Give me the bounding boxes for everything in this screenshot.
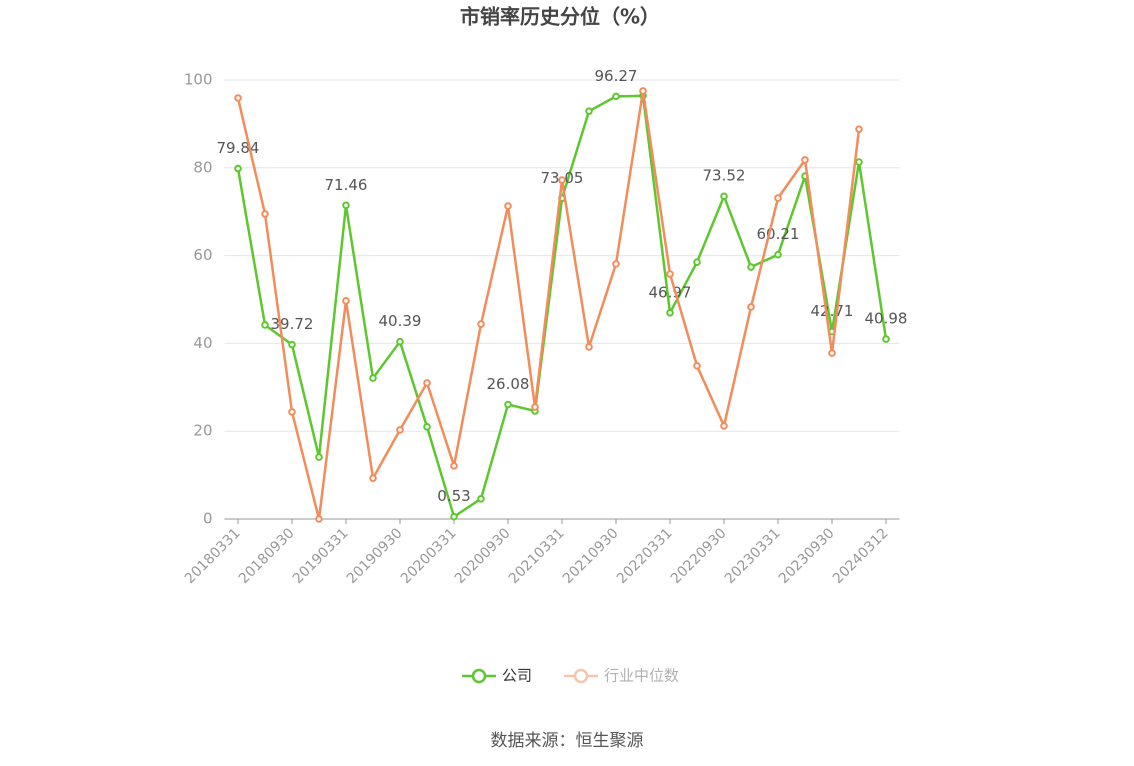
y-tick-label: 0 (203, 510, 213, 528)
x-tick-label: 20180331 (182, 525, 244, 587)
data-label: 96.27 (595, 67, 638, 85)
point (423, 423, 431, 431)
x-tick-label: 20210930 (560, 525, 622, 587)
x-tick-label: 20210331 (506, 525, 568, 587)
point (801, 156, 809, 164)
data-label: 0.53 (437, 487, 470, 505)
point (342, 297, 350, 305)
point (639, 87, 647, 95)
point (315, 515, 323, 523)
point (396, 337, 404, 346)
point (234, 164, 242, 173)
point (396, 426, 404, 434)
data-label: 46.97 (649, 283, 692, 301)
point (747, 263, 755, 271)
point (477, 495, 485, 503)
point (477, 320, 485, 328)
x-tick-label: 20240312 (830, 525, 892, 587)
data-label: 42.71 (811, 302, 854, 320)
point (720, 192, 728, 201)
point (342, 201, 350, 210)
point (450, 512, 458, 521)
point (261, 321, 269, 329)
series-line (236, 90, 861, 520)
point (855, 125, 863, 133)
point (774, 250, 782, 259)
point (693, 361, 701, 370)
point (315, 453, 323, 461)
point (693, 258, 701, 266)
chart-title: 市销率历史分位（%） (460, 5, 660, 29)
x-tick-label: 20180930 (236, 525, 298, 587)
legend-marker (573, 668, 589, 684)
x-tick-label: 20220331 (614, 525, 676, 587)
point (585, 343, 593, 351)
point (234, 94, 242, 102)
point (288, 340, 296, 349)
point (774, 194, 782, 202)
point (720, 422, 728, 430)
x-tick-label: 20220930 (668, 525, 730, 587)
legend-item: 公司 (462, 667, 532, 685)
point (612, 92, 620, 101)
data-label: 73.52 (703, 167, 746, 185)
y-tick-label: 40 (193, 334, 212, 352)
point (666, 270, 674, 278)
point (369, 374, 377, 382)
point (261, 210, 269, 218)
data-label: 40.39 (379, 312, 422, 330)
point (531, 403, 539, 411)
legend-item: 行业中位数 (564, 667, 679, 685)
data-label: 26.08 (487, 375, 530, 393)
data-label: 79.84 (217, 139, 260, 157)
point (828, 349, 836, 357)
point (882, 335, 890, 343)
x-tick-label: 20190331 (290, 525, 352, 587)
x-tick-label: 20200930 (452, 525, 514, 587)
point (423, 379, 431, 387)
point (855, 158, 863, 166)
source: 数据来源：恒生聚源 (491, 731, 644, 751)
y-tick-label: 60 (193, 246, 212, 264)
point (369, 474, 377, 482)
data-label: 39.72 (271, 315, 314, 333)
x-tick-label: 20230331 (722, 525, 784, 587)
legend-marker (471, 668, 487, 684)
point (504, 202, 512, 210)
point (666, 309, 674, 317)
x-tick-label: 20190930 (344, 525, 406, 587)
legend-label: 行业中位数 (604, 667, 679, 685)
point (504, 400, 512, 409)
point (450, 462, 458, 470)
point (612, 260, 620, 268)
x-tick-label: 20230930 (776, 525, 838, 587)
point (558, 176, 566, 184)
point (288, 408, 296, 416)
y-tick-label: 20 (193, 422, 212, 440)
data-label: 71.46 (325, 176, 368, 194)
point (747, 303, 755, 311)
series-line (236, 94, 888, 519)
x-tick-label: 20200331 (398, 525, 460, 587)
point (585, 107, 593, 115)
legend-label: 公司 (502, 667, 532, 685)
y-tick-label: 80 (193, 158, 212, 176)
y-tick-label: 100 (184, 71, 213, 89)
data-label: 60.21 (757, 225, 800, 243)
data-label: 40.98 (865, 310, 908, 328)
